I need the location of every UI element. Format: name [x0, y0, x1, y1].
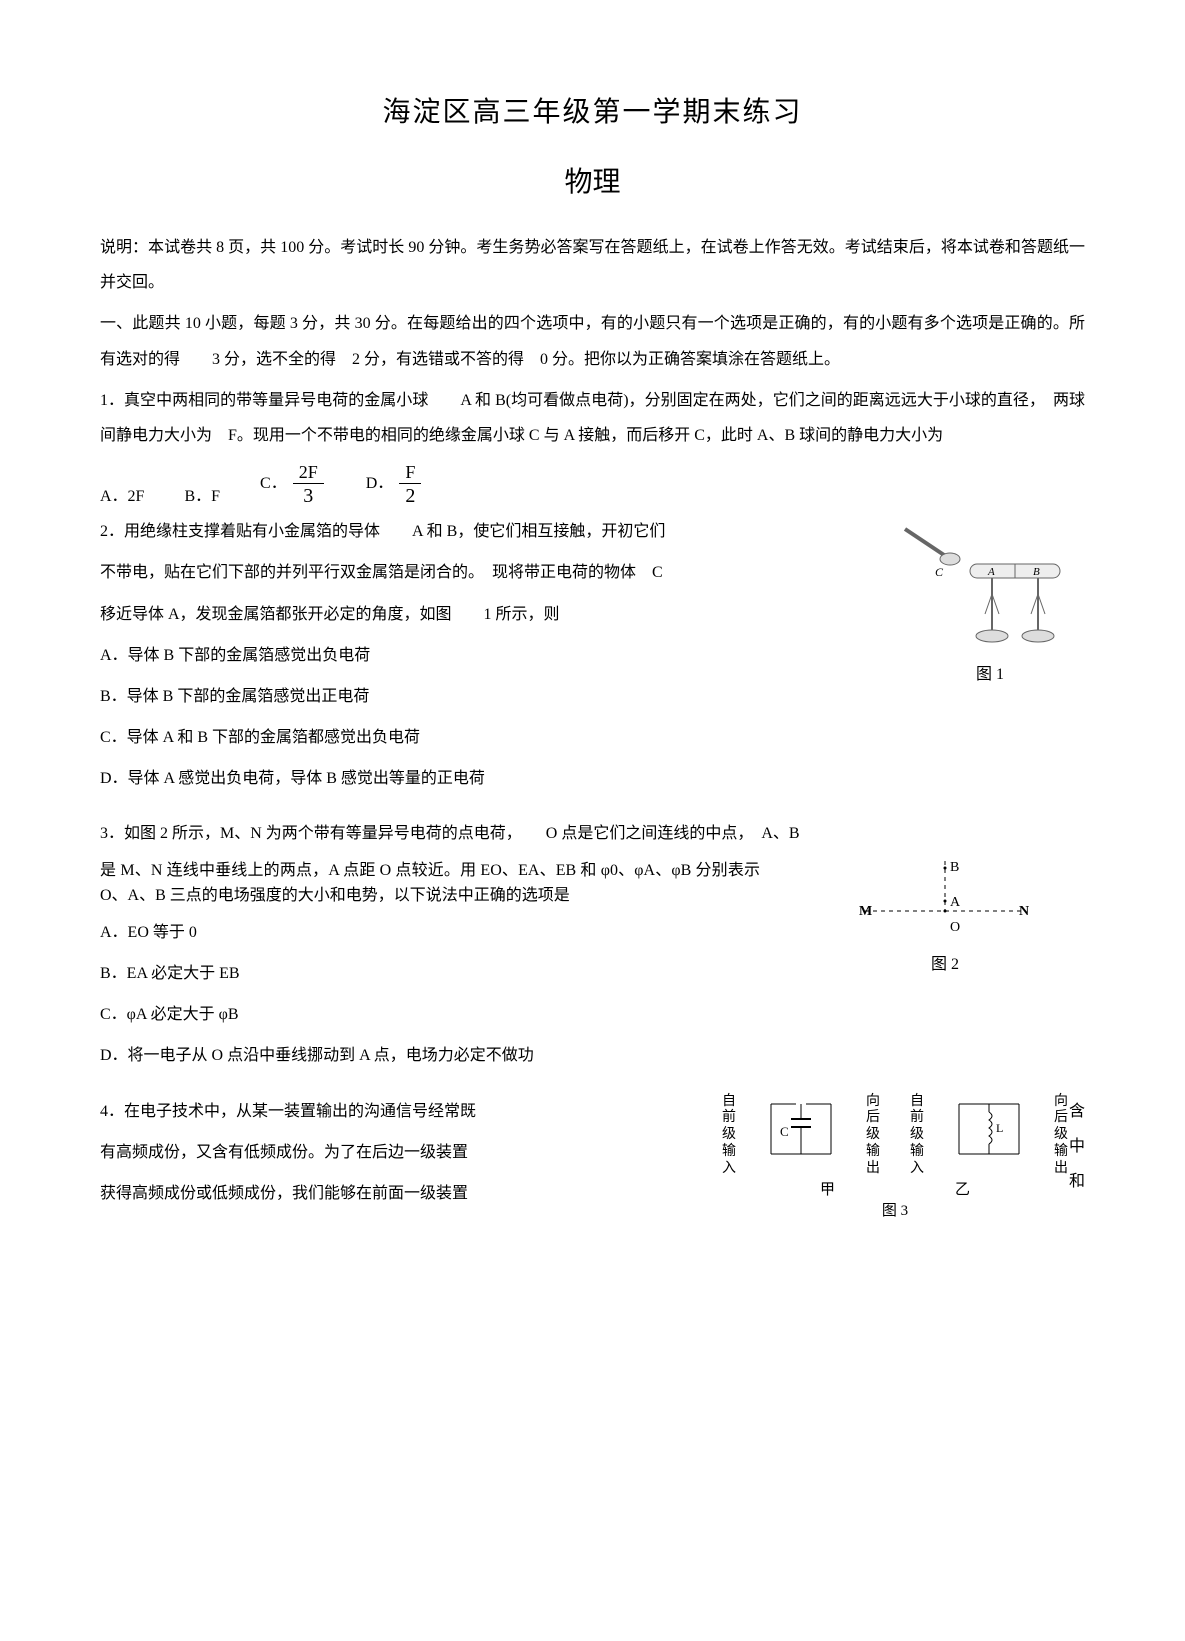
q1-opt-c: C． 2F 3 [260, 463, 326, 506]
q3-opt-d: D．将一电子从 O 点沿中垂线挪动到 A 点，电场力必定不做功 [100, 1038, 1085, 1073]
q1-opt-d: D． F 2 [366, 463, 424, 506]
svg-text:A: A [950, 895, 961, 910]
q1-d-prefix: D． [366, 475, 394, 492]
q3-line2: 是 M、N 连线中垂线上的两点，A 点距 O 点较近。用 EO、EA、EB 和 … [100, 858, 760, 909]
svg-text:C: C [780, 1124, 789, 1139]
fig3-right-out: 向后级输出 [1054, 1094, 1068, 1178]
q4-line1: 4．在电子技术中，从某一装置输出的沟通信号经常既 [100, 1094, 660, 1129]
q2-opt-c: C．导体 A 和 B 下部的金属箔都感觉出负电荷 [100, 720, 1085, 755]
svg-text:M: M [859, 904, 872, 919]
instructions-2: 一、此题共 10 小题，每题 3 分，共 30 分。在每题给出的四个选项中，有的… [100, 306, 1085, 376]
q1-stem: 1．真空中两相同的带等量异号电荷的金属小球 A 和 B(均可看做点电荷)，分别固… [100, 383, 1085, 453]
fig3-caption: 图 3 [882, 1203, 908, 1219]
figure-2: M N A B O 图 2 [845, 856, 1045, 974]
q2-line3: 移近导体 A，发现金属箔都张开必定的角度，如图 1 所示，则 [100, 597, 860, 632]
fraction-d: F 2 [399, 463, 421, 506]
frac-den: 2 [405, 484, 415, 506]
svg-text:B: B [950, 860, 959, 875]
q2-opt-b: B．导体 B 下部的金属箔感觉出正电荷 [100, 679, 1085, 714]
q2-opt-d: D．导体 A 感觉出负电荷，导体 B 感觉出等量的正电荷 [100, 761, 1085, 796]
q2-block: C A B 图 1 2．用绝缘柱支撑着贴有小金属箔的导体 A 和 B， [100, 514, 1085, 796]
q4-line2: 有高频成份，又含有低频成份。为了在后边一级装置 [100, 1135, 660, 1170]
fig2-caption: 图 2 [931, 956, 959, 973]
q1-c-prefix: C． [260, 475, 287, 492]
exam-page: 海淀区高三年级第一学期末练习 物理 说明：本试卷共 8 页，共 100 分。考试… [0, 0, 1185, 1277]
fig3-right-in: 自前级输入 [910, 1094, 924, 1178]
figure-1: C A B 图 1 [895, 524, 1085, 684]
circuit-yi: L [954, 1094, 1024, 1164]
q2-line2: 不带电，贴在它们下部的并列平行双金属箔是闭合的。 现将带正电荷的物体 C [100, 555, 860, 590]
circuit-jia: C [766, 1094, 836, 1164]
svg-text:O: O [950, 920, 960, 935]
page-title-1: 海淀区高三年级第一学期末练习 [100, 90, 1085, 130]
q4-line3: 获得高频成份或低频成份，我们能够在前面一级装置 [100, 1176, 660, 1211]
instructions-1: 说明：本试卷共 8 页，共 100 分。考试时长 90 分钟。考生务势必答案写在… [100, 230, 1085, 300]
q4-block: 自前级输入 C 向后级输出 [100, 1094, 1085, 1218]
fig1-caption: 图 1 [976, 666, 1004, 683]
svg-text:N: N [1019, 904, 1029, 919]
frac-num: 2F [293, 463, 324, 484]
page-title-2: 物理 [100, 160, 1085, 200]
q3-line1: 3．如图 2 所示，M、N 为两个带有等量异号电荷的点电荷， O 点是它们之间连… [100, 816, 1085, 851]
fig3-left-out: 向后级输出 [866, 1094, 880, 1178]
q1-options: A．2F B．F C． 2F 3 D． F 2 [100, 463, 1085, 506]
svg-text:B: B [1033, 566, 1040, 578]
fig3-yi: 乙 [955, 1180, 970, 1201]
q2-line1: 2．用绝缘柱支撑着贴有小金属箔的导体 A 和 B，使它们相互接触，开初它们 [100, 514, 860, 549]
q3-block: M N A B O 图 2 3．如图 2 所示，M、N 为两个带有等量异号电荷的… [100, 816, 1085, 1073]
fraction-c: 2F 3 [293, 463, 324, 506]
frac-num: F [399, 463, 421, 484]
svg-text:A: A [987, 566, 995, 578]
fig3-left-in: 自前级输入 [722, 1094, 736, 1178]
q1-opt-b: B．F [184, 482, 220, 506]
svg-text:L: L [996, 1121, 1003, 1135]
svg-text:C: C [935, 565, 944, 579]
fig3-jia: 甲 [820, 1180, 835, 1201]
figure-3: 自前级输入 C 向后级输出 [705, 1094, 1085, 1222]
q1-opt-a: A．2F [100, 482, 144, 506]
q3-opt-c: C．φA 必定大于 φB [100, 997, 1085, 1032]
frac-den: 3 [303, 484, 313, 506]
